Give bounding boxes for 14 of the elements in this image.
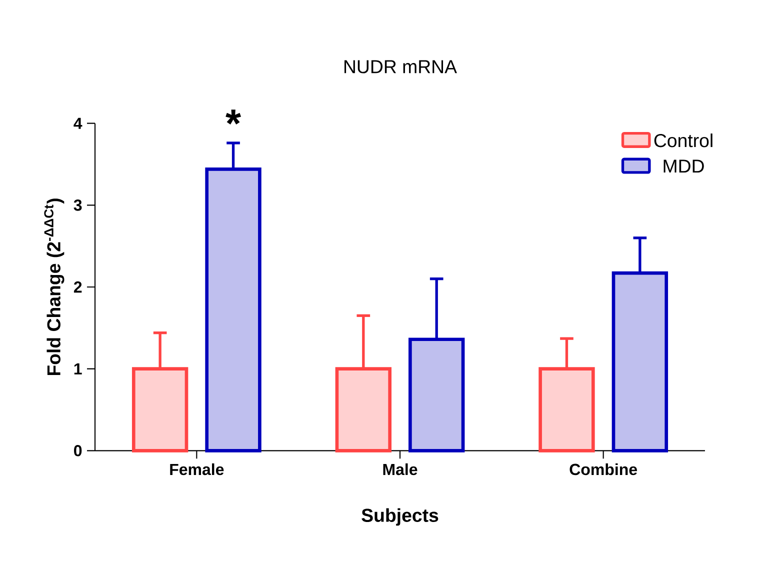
- y-tick-label: 0: [74, 444, 82, 456]
- legend-label: Control: [654, 134, 712, 148]
- x-axis-title: Subjects: [362, 508, 438, 526]
- y-axis-title: Fold Change (2$^{-ΔΔCt}$): [44, 198, 64, 376]
- y-tick-label: 2: [74, 281, 82, 293]
- x-tick-label: Female: [170, 463, 224, 476]
- y-tick-label: 4: [74, 118, 82, 129]
- x-tick-label: Combine: [570, 463, 638, 476]
- x-tick-label: Male: [383, 463, 418, 476]
- chart-title: NUDR mRNA: [344, 60, 457, 74]
- legend-label: MDD: [664, 160, 704, 173]
- y-tick-label: 1: [74, 363, 82, 374]
- y-tick-label: 3: [74, 199, 82, 211]
- annotation: *: [226, 110, 242, 124]
